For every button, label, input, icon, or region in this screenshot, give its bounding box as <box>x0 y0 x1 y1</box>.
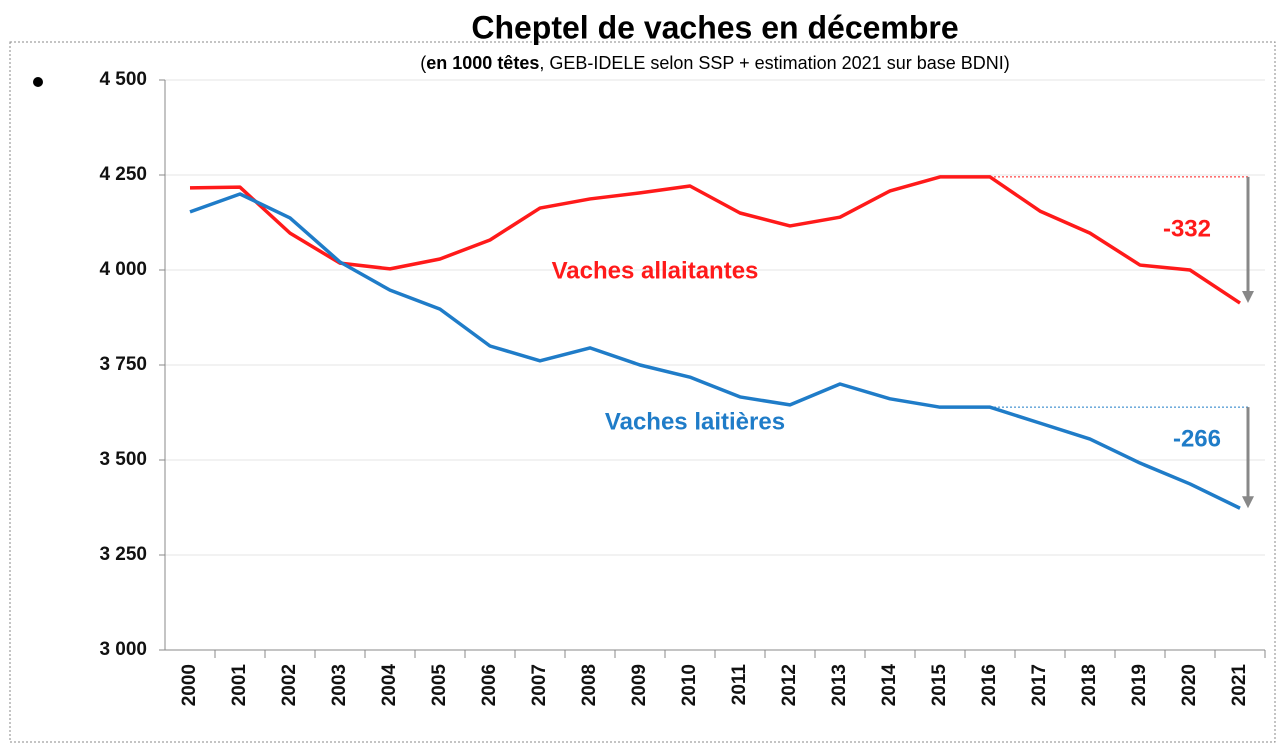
annotation: -266 <box>1173 425 1221 452</box>
y-tick-label: 4 250 <box>99 164 147 185</box>
y-tick-label: 4 000 <box>99 259 147 280</box>
x-tick-label: 2001 <box>229 664 250 707</box>
x-tick-label: 2008 <box>579 664 600 706</box>
series-label: Vaches laitières <box>605 408 785 435</box>
x-tick-label: 2010 <box>679 664 700 706</box>
x-tick-label: 2005 <box>429 664 450 707</box>
x-tick-label: 2018 <box>1079 664 1100 706</box>
series-label: Vaches allaitantes <box>552 257 759 284</box>
x-tick-label: 2002 <box>279 664 300 706</box>
x-tick-label: 2014 <box>879 664 900 707</box>
x-tick-label: 2013 <box>829 664 850 706</box>
series-line <box>189 192 1241 510</box>
x-tick-label: 2019 <box>1129 664 1150 706</box>
y-tick-label: 3 750 <box>99 354 147 375</box>
chart-subtitle: (en 1000 têtes, GEB-IDELE selon SSP + es… <box>420 53 1009 73</box>
chart-title: Cheptel de vaches en décembre <box>471 9 958 45</box>
subtitle-part: en 1000 têtes <box>426 53 539 73</box>
y-tick-label: 4 500 <box>99 69 147 90</box>
y-tick-label: 3 250 <box>99 544 147 565</box>
x-tick-label: 2004 <box>379 664 400 707</box>
y-tick-label: 3 500 <box>99 449 147 470</box>
series-line <box>189 175 1241 305</box>
x-tick-label: 2021 <box>1229 664 1250 707</box>
x-tick-label: 2017 <box>1029 664 1050 706</box>
annotation: -332 <box>1163 215 1211 242</box>
x-tick-label: 2011 <box>729 664 750 706</box>
x-tick-label: 2012 <box>779 664 800 706</box>
bullet <box>33 77 43 87</box>
x-tick-label: 2006 <box>479 664 500 706</box>
arrow-head <box>1242 291 1254 304</box>
x-tick-label: 2003 <box>329 664 350 706</box>
frame <box>9 41 1276 743</box>
x-tick-label: 2016 <box>979 664 1000 706</box>
x-tick-label: 2007 <box>529 664 550 706</box>
x-tick-label: 2015 <box>929 664 950 707</box>
x-tick-label: 2020 <box>1179 664 1200 706</box>
arrow-head <box>1242 496 1254 509</box>
x-tick-label: 2009 <box>629 664 650 706</box>
subtitle-part: , GEB-IDELE selon SSP + estimation 2021 … <box>539 53 1009 73</box>
y-tick-label: 3 000 <box>99 639 147 660</box>
x-tick-label: 2000 <box>179 664 200 706</box>
subtitle-part: ( <box>420 53 426 73</box>
